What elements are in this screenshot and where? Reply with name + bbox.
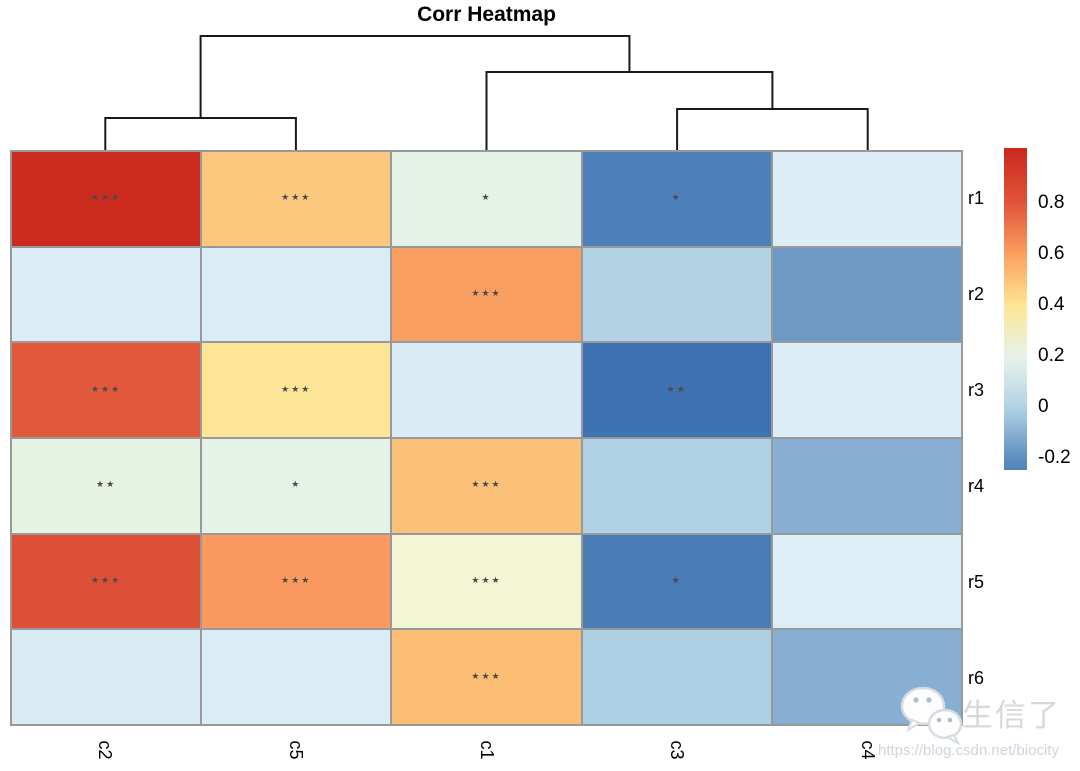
significance-stars: ★★★ bbox=[281, 574, 312, 585]
heatmap-cell-r5-c4[interactable] bbox=[772, 534, 961, 629]
significance-stars: ★★★ bbox=[471, 574, 502, 585]
watermark: 生信了 https://blog.csdn.net/biocity bbox=[878, 680, 1078, 770]
heatmap-cell-r2-c4[interactable] bbox=[772, 247, 961, 342]
dendrogram-links bbox=[104, 35, 869, 150]
colorbar-legend bbox=[1004, 148, 1027, 470]
legend-tick-0.2: 0.2 bbox=[1038, 345, 1065, 366]
significance-stars: ★ bbox=[291, 479, 302, 490]
heatmap-cell-r4-c2[interactable]: ★★ bbox=[12, 438, 201, 533]
significance-stars: ★★★ bbox=[90, 192, 122, 203]
column-dendrogram bbox=[104, 35, 869, 150]
row-label-r5: r5 bbox=[968, 572, 985, 592]
significance-stars: ★★★ bbox=[281, 192, 312, 203]
significance-stars: ★ bbox=[671, 574, 682, 585]
significance-stars: ★★★ bbox=[471, 670, 502, 681]
heatmap-cell-r6-c1[interactable]: ★★★ bbox=[392, 630, 581, 724]
row-label-r2: r2 bbox=[968, 284, 985, 304]
legend-tick-0.6: 0.6 bbox=[1038, 243, 1065, 264]
significance-stars: ★★★ bbox=[471, 287, 502, 298]
heatmap-cell-r4-c5[interactable]: ★ bbox=[202, 438, 391, 533]
heatmap-cell-r3-c3[interactable]: ★★ bbox=[582, 343, 771, 437]
watermark-url-text: https://blog.csdn.net/biocity bbox=[878, 742, 1059, 759]
column-label-c2: c2 bbox=[95, 740, 116, 760]
heatmap-cell-r3-c5[interactable]: ★★★ bbox=[202, 343, 391, 437]
significance-stars: ★★★ bbox=[90, 574, 122, 585]
significance-stars: ★★★ bbox=[281, 383, 312, 394]
heatmap-cell-r1-c3[interactable]: ★ bbox=[582, 152, 771, 246]
watermark-brand-text: 生信了 bbox=[962, 698, 1061, 733]
row-label-r4: r4 bbox=[968, 476, 985, 496]
legend-tick-0.4: 0.4 bbox=[1038, 294, 1065, 315]
column-label-c5: c5 bbox=[286, 740, 307, 760]
row-label-r3: r3 bbox=[968, 380, 985, 400]
significance-stars: ★★★ bbox=[471, 479, 502, 490]
heatmap-cell-r4-c1[interactable]: ★★★ bbox=[392, 438, 581, 533]
column-label-c3: c3 bbox=[667, 740, 688, 760]
column-label-c1: c1 bbox=[477, 740, 497, 760]
significance-stars: ★ bbox=[481, 192, 492, 203]
heatmap-cell-r6-c5[interactable] bbox=[202, 630, 391, 724]
heatmap-cell-r6-c2[interactable] bbox=[12, 630, 201, 724]
legend-tick-0: 0 bbox=[1038, 396, 1049, 417]
heatmap-cell-r5-c5[interactable]: ★★★ bbox=[202, 534, 391, 629]
heatmap-cell-r4-c3[interactable] bbox=[582, 438, 771, 533]
heatmap-cell-r1-c2[interactable]: ★★★ bbox=[12, 152, 201, 246]
row-label-r1: r1 bbox=[968, 188, 985, 208]
significance-stars: ★★ bbox=[96, 479, 117, 490]
heatmap-cell-r4-c4[interactable] bbox=[772, 438, 961, 533]
heatmap-cell-r5-c2[interactable]: ★★★ bbox=[12, 534, 201, 629]
significance-stars: ★ bbox=[671, 192, 682, 203]
significance-stars: ★★ bbox=[666, 383, 687, 394]
heatmap-cell-r6-c3[interactable] bbox=[582, 630, 771, 724]
legend-tick-0.8: 0.8 bbox=[1038, 192, 1065, 213]
heatmap-grid: ★★★ ★★★ ★ ★ ★★★ ★★★ ★★★ ★★ ★★ ★ ★★★ ★★★ ★★★ ★★★ ★ ★★★ bbox=[10, 150, 963, 726]
significance-stars: ★★★ bbox=[90, 383, 122, 394]
heatmap-cell-r5-c3[interactable]: ★ bbox=[582, 534, 771, 629]
heatmap-cell-r2-c5[interactable] bbox=[202, 247, 391, 342]
legend-tick--0.2: -0.2 bbox=[1038, 447, 1071, 468]
wechat-icon bbox=[900, 686, 963, 746]
heatmap-cell-r1-c5[interactable]: ★★★ bbox=[202, 152, 391, 246]
plot-title: Corr Heatmap bbox=[417, 3, 556, 26]
heatmap-cell-r3-c1[interactable] bbox=[392, 343, 581, 437]
row-label-r6: r6 bbox=[968, 668, 985, 688]
heatmap-cell-r2-c1[interactable]: ★★★ bbox=[392, 247, 581, 342]
heatmap-cell-r2-c2[interactable] bbox=[12, 247, 201, 342]
heatmap-cell-r1-c4[interactable] bbox=[772, 152, 961, 246]
heatmap-cell-r3-c4[interactable] bbox=[772, 343, 961, 437]
heatmap-cell-r5-c1[interactable]: ★★★ bbox=[392, 534, 581, 629]
heatmap-cell-r2-c3[interactable] bbox=[582, 247, 771, 342]
heatmap-cell-r3-c2[interactable]: ★★★ bbox=[12, 343, 201, 437]
heatmap-cell-r1-c1[interactable]: ★ bbox=[392, 152, 581, 246]
